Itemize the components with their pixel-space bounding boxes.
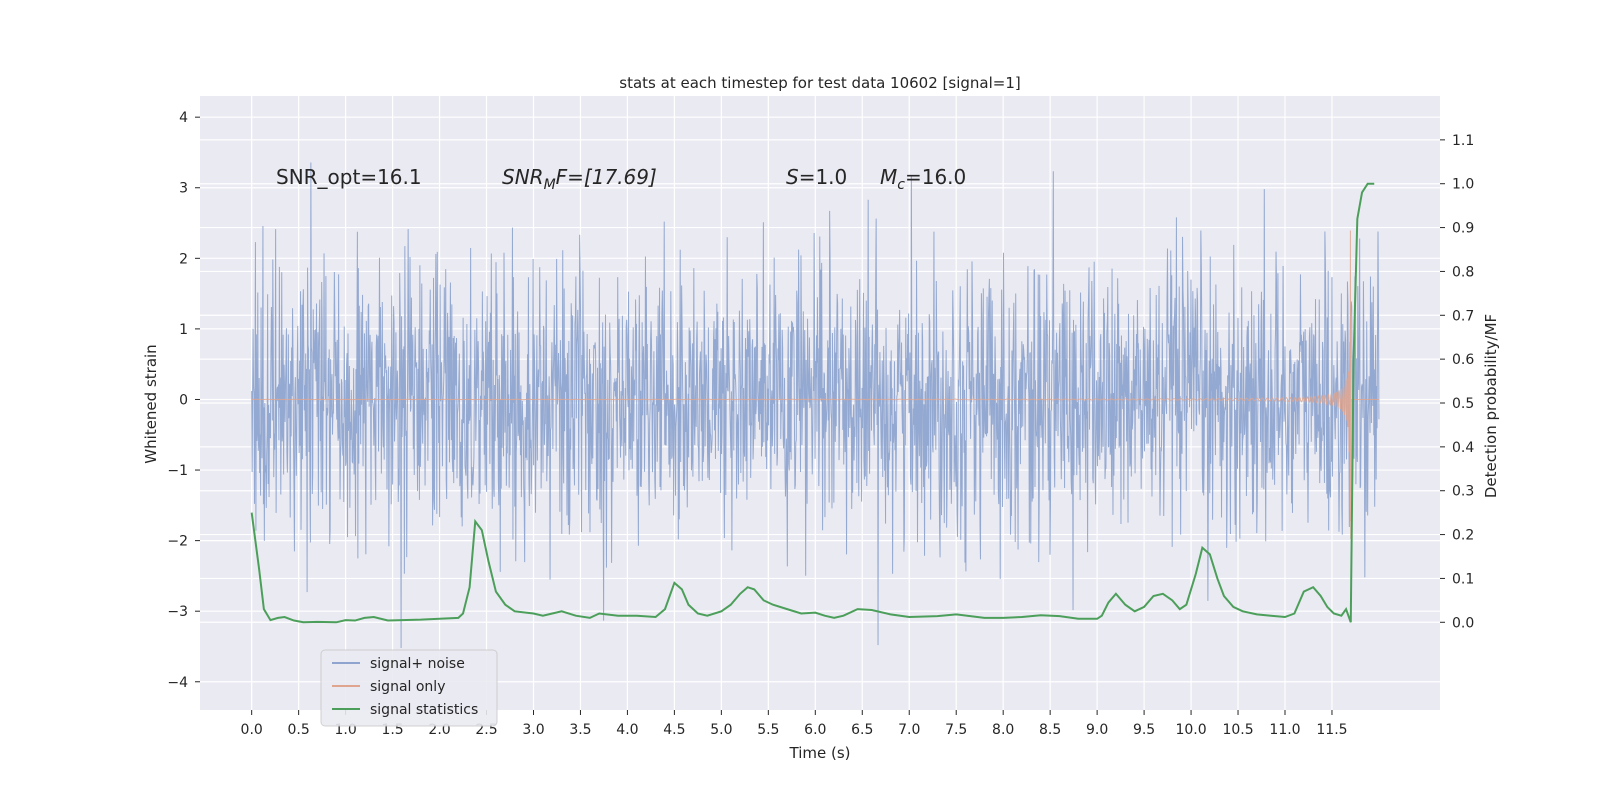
y-left-axis-label: Whitened strain [142,344,160,463]
y-left-tick-label: −1 [167,463,188,479]
x-tick-label: 3.0 [522,722,544,738]
annotation-snr-opt: SNR_opt=16.1 [276,165,422,189]
annotation-snr-mf: SNRMF=[17.69] [502,165,657,193]
legend-label-signal-statistics: signal statistics [370,702,478,718]
mc-sub: c [897,177,905,193]
annotation-s: S=1.0 [786,165,847,189]
x-tick-labels: 0.0 0.5 1.0 1.5 2.0 2.5 3.0 3.5 4.0 4.5 5.0 5.5 6.0 6… [241,710,1348,738]
x-tick-label: 10.5 [1222,722,1253,738]
y-right-tick-label: 0.0 [1452,615,1474,631]
x-tick-label: 3.5 [569,722,591,738]
y-right-tick-label: 0.5 [1452,396,1474,412]
x-tick-label: 9.5 [1133,722,1155,738]
signal-plus-noise-series [251,162,1380,648]
x-axis-label: Time (s) [789,744,851,762]
y-right-tick-label: 0.9 [1452,221,1474,237]
x-tick-label: 0.5 [288,722,310,738]
signal-only-series [251,230,1379,539]
signal-statistics-line [250,182,1375,624]
y-right-tick-label: 0.2 [1452,528,1474,544]
mc-label: M [880,165,897,189]
legend: signal+ noise signal only signal statist… [320,649,498,727]
s-value: =1.0 [799,165,848,189]
y-left-tick-label: 0 [179,392,188,408]
x-tick-label: 10.0 [1175,722,1206,738]
y-right-tick-labels: 0.0 0.1 0.2 0.3 0.4 0.5 0.6 0.7 0.8 0.9 1.0 1.1 [1440,133,1474,631]
y-right-tick-label: 0.1 [1452,571,1474,587]
y-left-tick-label: 2 [179,251,188,267]
snr-mf-tail: F=[17.69] [556,165,657,189]
s-label: S [786,165,799,189]
snr-mf-sub: M [544,177,556,193]
y-right-tick-label: 1.0 [1452,177,1474,193]
signal-statistics-series [250,182,1375,624]
x-tick-label: 0.0 [241,722,263,738]
x-tick-label: 8.5 [1039,722,1061,738]
legend-label-signal-only: signal only [370,679,445,695]
x-tick-label: 9.0 [1086,722,1108,738]
signal-plus-noise-line [251,162,1380,648]
y-right-tick-label: 0.7 [1452,308,1474,324]
y-left-tick-label: −2 [167,534,188,550]
x-tick-label: 4.0 [616,722,638,738]
x-tick-label: 5.0 [710,722,732,738]
snr-mf-main: SNR [502,165,544,189]
y-left-tick-label: −4 [167,675,188,691]
y-right-tick-label: 0.4 [1452,440,1474,456]
x-tick-label: 6.5 [851,722,873,738]
x-tick-label: 7.5 [945,722,967,738]
chart-title: stats at each timestep for test data 106… [619,74,1020,92]
legend-label-signal-plus-noise: signal+ noise [370,656,465,672]
y-left-tick-label: 1 [179,322,188,338]
mc-value: =16.0 [905,165,966,189]
y-right-axis-label: Detection probability/MF [1482,314,1500,498]
y-left-tick-label: −3 [167,604,188,620]
y-left-tick-labels: −4 −3 −2 −1 0 1 2 3 4 [167,110,200,691]
x-tick-label: 4.5 [663,722,685,738]
signal-only-line [251,230,1379,539]
annotation-mc: Mc=16.0 [880,165,966,193]
legend-box [320,649,498,727]
y-right-tick-label: 0.6 [1452,352,1474,368]
x-tick-label: 5.5 [757,722,779,738]
y-right-tick-label: 0.3 [1452,484,1474,500]
y-left-tick-label: 4 [179,110,188,126]
x-tick-label: 11.0 [1269,722,1300,738]
y-left-tick-label: 3 [179,181,188,197]
y-right-tick-label: 0.8 [1452,264,1474,280]
x-tick-label: 6.0 [804,722,826,738]
x-tick-label: 8.0 [992,722,1014,738]
y-right-tick-label: 1.1 [1452,133,1474,149]
x-tick-label: 11.5 [1316,722,1347,738]
x-tick-label: 7.0 [898,722,920,738]
